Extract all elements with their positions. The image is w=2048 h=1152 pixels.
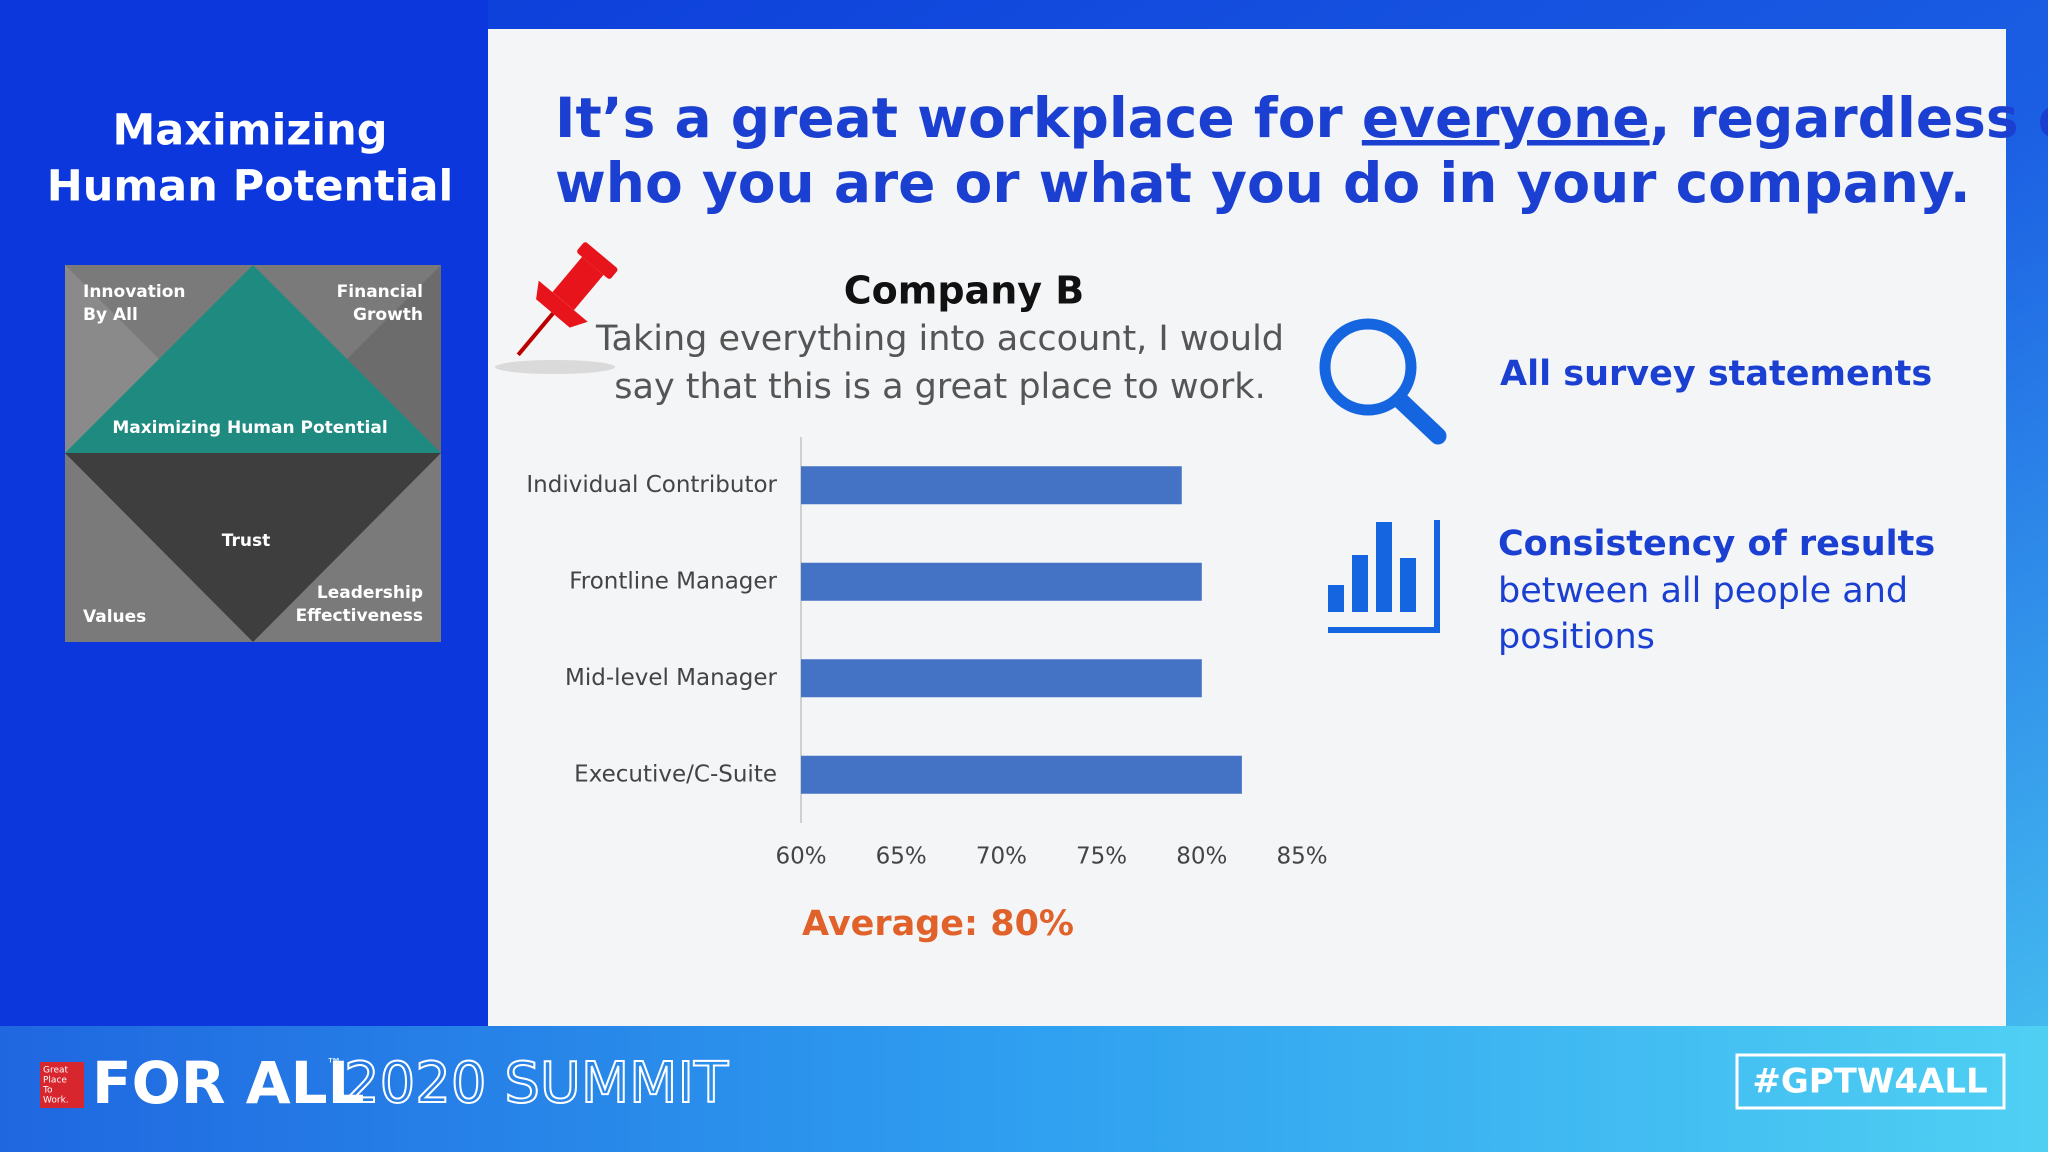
y-tick-label: Mid-level Manager <box>565 665 777 691</box>
diagram-label: Growth <box>353 305 423 325</box>
x-tick-label: 75% <box>1076 844 1127 870</box>
diagram-label: By All <box>83 305 138 325</box>
logo-text: To <box>42 1086 53 1096</box>
heading-emphasis: everyone <box>1362 86 1650 150</box>
callout-title: All survey statements <box>1500 354 1932 394</box>
x-tick-label: 70% <box>976 844 1027 870</box>
callout-text: positions <box>1498 617 1655 657</box>
callout-text: between all people and <box>1498 571 1908 611</box>
logo-text: Great <box>43 1066 69 1076</box>
heading: It’s a great workplace for everyone, reg… <box>555 86 2048 150</box>
x-tick-label: 80% <box>1176 844 1227 870</box>
bar <box>801 466 1182 505</box>
content-panel <box>488 29 2006 1026</box>
diagram-triangle <box>65 265 441 453</box>
diagram-label: Leadership <box>317 583 423 603</box>
diagram-label: Financial <box>337 282 423 302</box>
diagram: Innovation By All Financial Growth Maxim… <box>65 265 441 642</box>
heading-text: , regardless of <box>1650 86 2048 150</box>
sidebar-title: Maximizing <box>113 106 388 156</box>
heading-text: It’s a great workplace for <box>555 86 1362 150</box>
hashtag: #GPTW4ALL <box>1752 1062 1987 1102</box>
x-tick-label: 65% <box>876 844 927 870</box>
chart: 60% 65% 70% 75% 80% 85% Individual Contributor… <box>526 437 1328 870</box>
hashtag-box <box>1735 1053 2006 1110</box>
diagram-label: Trust <box>222 531 270 551</box>
logo-text: Place <box>43 1076 67 1086</box>
chart-subtitle: Taking everything into account, I would <box>595 319 1284 359</box>
sidebar-title: Human Potential <box>47 162 453 212</box>
logo <box>40 1062 84 1108</box>
diagram-label: Values <box>83 607 146 627</box>
x-tick-label: 60% <box>775 844 826 870</box>
diagram-label: Maximizing Human Potential <box>112 418 387 438</box>
logo-text: Work. <box>43 1096 69 1106</box>
bar <box>801 562 1202 601</box>
chart-title: Company B <box>844 269 1084 313</box>
x-tick-label: 85% <box>1276 844 1327 870</box>
trademark: ™ <box>326 1055 342 1074</box>
bar-chart-icon <box>1328 520 1440 633</box>
chart-subtitle: say that this is a great place to work. <box>614 367 1265 407</box>
diagram-label: Effectiveness <box>296 606 423 626</box>
diagram-triangle <box>65 453 441 642</box>
event-edition: 2020 SUMMIT <box>344 1051 729 1116</box>
bar <box>801 755 1242 794</box>
heading: who you are or what you do in your compa… <box>555 151 1971 215</box>
chart-annotation: Average: 80% <box>802 904 1074 944</box>
y-tick-label: Frontline Manager <box>569 568 777 594</box>
magnifier-icon <box>1319 318 1447 445</box>
event-name: FOR ALL <box>92 1049 365 1117</box>
callout-title: Consistency of results <box>1498 524 1935 564</box>
y-tick-label: Individual Contributor <box>526 472 777 498</box>
diagram-label: Innovation <box>83 282 186 302</box>
pushpin-icon <box>495 242 618 374</box>
y-tick-label: Executive/C-Suite <box>574 761 777 787</box>
footer <box>0 1026 2048 1152</box>
bar <box>801 659 1202 698</box>
